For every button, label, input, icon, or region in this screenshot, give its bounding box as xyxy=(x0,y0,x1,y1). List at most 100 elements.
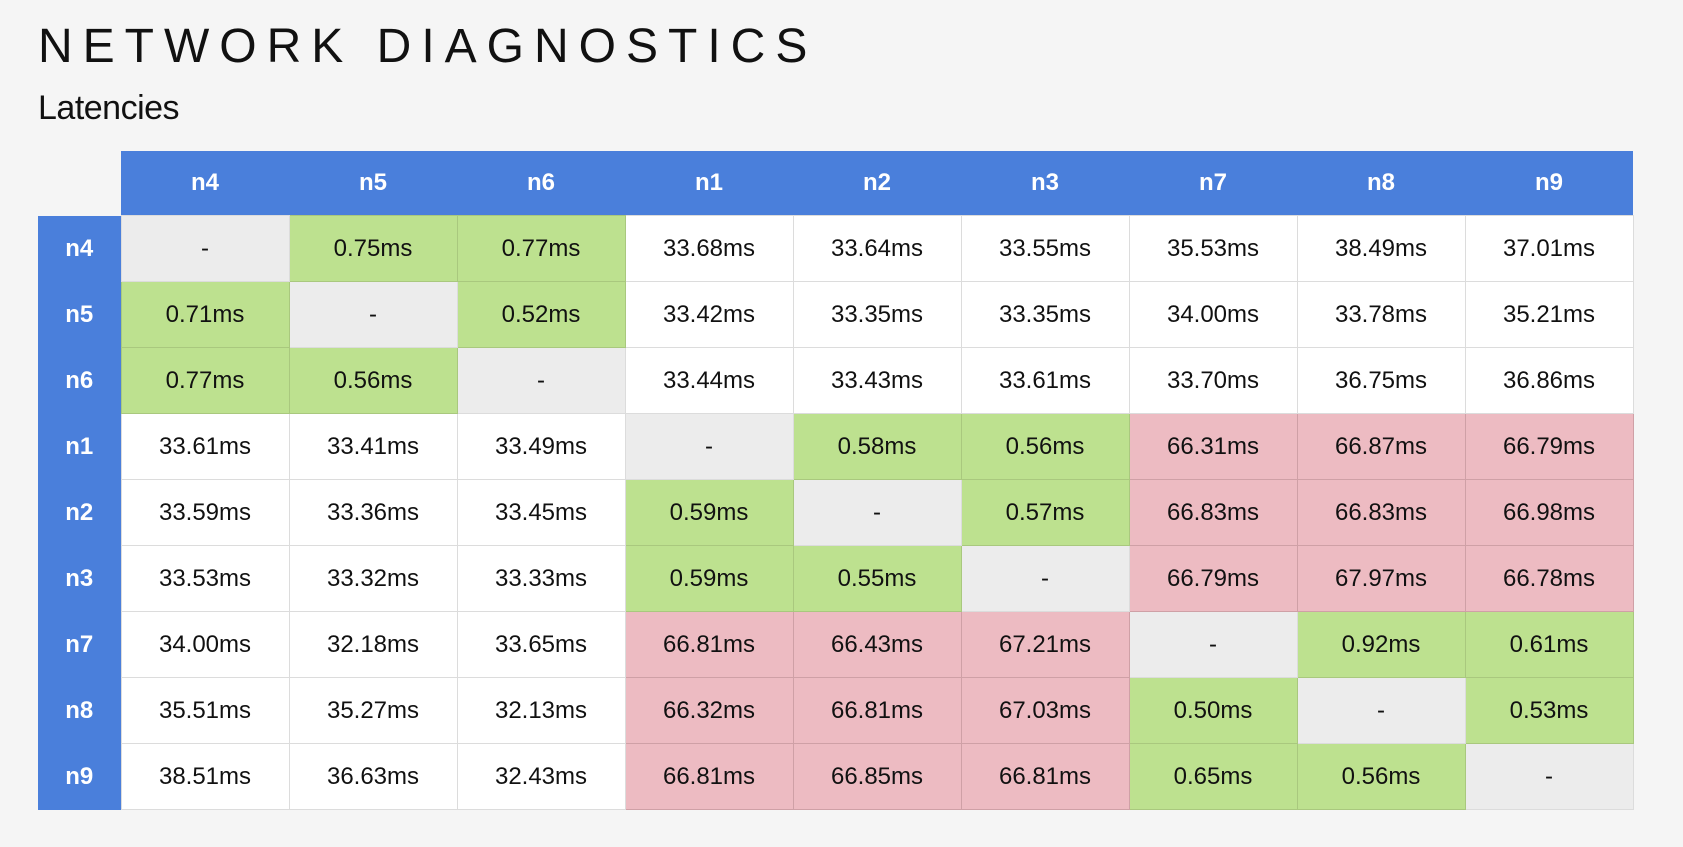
column-header-n5: n5 xyxy=(289,151,457,216)
row-header-n1: n1 xyxy=(38,413,121,480)
latency-cell: 33.35ms xyxy=(960,281,1130,348)
row-header-n6: n6 xyxy=(38,347,121,414)
table-row: n8 35.51ms 35.27ms 32.13ms 66.32ms 66.81ms 67.… xyxy=(38,677,1634,744)
latency-cell: 66.81ms xyxy=(792,677,962,744)
latency-cell: 0.56ms xyxy=(1296,743,1466,810)
latency-cell: 0.50ms xyxy=(1128,677,1298,744)
corner-cell xyxy=(38,151,121,216)
latency-cell: 36.75ms xyxy=(1296,347,1466,414)
latency-cell: 66.81ms xyxy=(960,743,1130,810)
column-header-n4: n4 xyxy=(121,151,289,216)
table-row: n3 33.53ms 33.32ms 33.33ms 0.59ms 0.55ms -66.7… xyxy=(38,545,1634,612)
latency-cell: 33.55ms xyxy=(960,215,1130,282)
latency-cell: 67.21ms xyxy=(960,611,1130,678)
latency-cell: 33.70ms xyxy=(1128,347,1298,414)
latency-cell: 0.53ms xyxy=(1464,677,1634,744)
latency-cell: 0.55ms xyxy=(792,545,962,612)
section-title: Latencies xyxy=(38,89,180,127)
latency-cell: 0.56ms xyxy=(288,347,458,414)
latency-cell: 38.51ms xyxy=(120,743,290,810)
column-header-n8: n8 xyxy=(1297,151,1465,216)
column-header-n9: n9 xyxy=(1465,151,1633,216)
latency-cell: 0.65ms xyxy=(1128,743,1298,810)
latency-cell: 0.59ms xyxy=(624,479,794,546)
latency-cell: 0.77ms xyxy=(456,215,626,282)
latency-cell: 33.59ms xyxy=(120,479,290,546)
latency-cell: 0.71ms xyxy=(120,281,290,348)
latency-cell: 66.83ms xyxy=(1296,479,1466,546)
latency-cell: - xyxy=(960,545,1130,612)
latency-cell: 0.92ms xyxy=(1296,611,1466,678)
latency-cell: 66.81ms xyxy=(624,743,794,810)
latency-cell: 35.21ms xyxy=(1464,281,1634,348)
latency-cell: 66.31ms xyxy=(1128,413,1298,480)
latency-cell: 66.81ms xyxy=(624,611,794,678)
row-header-n3: n3 xyxy=(38,545,121,612)
latency-cell: 67.97ms xyxy=(1296,545,1466,612)
latency-cell: 66.78ms xyxy=(1464,545,1634,612)
latency-cell: 33.32ms xyxy=(288,545,458,612)
latency-cell: 67.03ms xyxy=(960,677,1130,744)
page-title: NETWORK DIAGNOSTICS xyxy=(38,20,818,73)
latency-cell: 32.13ms xyxy=(456,677,626,744)
latency-cell: - xyxy=(120,215,290,282)
latency-cell: 33.33ms xyxy=(456,545,626,612)
latency-cell: - xyxy=(288,281,458,348)
table-row: n7 34.00ms 32.18ms 33.65ms 66.81ms 66.43ms 67.… xyxy=(38,611,1634,678)
latency-cell: 32.18ms xyxy=(288,611,458,678)
table-row: n1 33.61ms 33.41ms 33.49ms -0.58ms 0.56ms 66.3… xyxy=(38,413,1634,480)
latency-cell: 34.00ms xyxy=(120,611,290,678)
latency-cell: 66.79ms xyxy=(1464,413,1634,480)
row-header-n2: n2 xyxy=(38,479,121,546)
latency-cell: 32.43ms xyxy=(456,743,626,810)
latency-matrix: n4 n5 n6 n1 n2 n3 n7 n8 n9 n4-0.75ms 0.77ms 33.68m… xyxy=(38,151,1634,810)
latency-cell: 33.65ms xyxy=(456,611,626,678)
latency-cell: 33.68ms xyxy=(624,215,794,282)
column-header-n7: n7 xyxy=(1129,151,1297,216)
latency-cell: 0.56ms xyxy=(960,413,1130,480)
latency-cell: 35.53ms xyxy=(1128,215,1298,282)
latency-cell: - xyxy=(1464,743,1634,810)
row-header-n7: n7 xyxy=(38,611,121,678)
latency-cell: 0.61ms xyxy=(1464,611,1634,678)
latency-cell: - xyxy=(456,347,626,414)
latency-cell: 38.49ms xyxy=(1296,215,1466,282)
latency-cell: 33.78ms xyxy=(1296,281,1466,348)
latency-cell: - xyxy=(1128,611,1298,678)
row-header-n8: n8 xyxy=(38,677,121,744)
column-header-n1: n1 xyxy=(625,151,793,216)
latency-cell: 66.32ms xyxy=(624,677,794,744)
column-header-n2: n2 xyxy=(793,151,961,216)
latency-cell: - xyxy=(624,413,794,480)
latency-cell: 33.36ms xyxy=(288,479,458,546)
latency-cell: 33.35ms xyxy=(792,281,962,348)
latency-cell: 34.00ms xyxy=(1128,281,1298,348)
latency-cell: 33.43ms xyxy=(792,347,962,414)
latency-cell: 0.75ms xyxy=(288,215,458,282)
latency-cell: 66.83ms xyxy=(1128,479,1298,546)
table-row: n5 0.71ms -0.52ms 33.42ms 33.35ms 33.35ms 34.0… xyxy=(38,281,1634,348)
latency-cell: 0.52ms xyxy=(456,281,626,348)
latency-cell: 0.77ms xyxy=(120,347,290,414)
table-row: n9 38.51ms 36.63ms 32.43ms 66.81ms 66.85ms 66.… xyxy=(38,743,1634,810)
latency-cell: 35.51ms xyxy=(120,677,290,744)
latency-cell: 0.58ms xyxy=(792,413,962,480)
latency-cell: 33.42ms xyxy=(624,281,794,348)
table-row: n2 33.59ms 33.36ms 33.45ms 0.59ms -0.57ms 66.8… xyxy=(38,479,1634,546)
latency-cell: 33.61ms xyxy=(120,413,290,480)
latency-cell: 33.45ms xyxy=(456,479,626,546)
latency-cell: 37.01ms xyxy=(1464,215,1634,282)
latency-cell: 66.87ms xyxy=(1296,413,1466,480)
latency-cell: - xyxy=(792,479,962,546)
latency-cell: 66.98ms xyxy=(1464,479,1634,546)
latency-cell: 0.59ms xyxy=(624,545,794,612)
column-header-n3: n3 xyxy=(961,151,1129,216)
latency-cell: 0.57ms xyxy=(960,479,1130,546)
latency-cell: 33.64ms xyxy=(792,215,962,282)
latency-cell: - xyxy=(1296,677,1466,744)
latency-cell: 36.63ms xyxy=(288,743,458,810)
latency-cell: 66.79ms xyxy=(1128,545,1298,612)
latency-cell: 35.27ms xyxy=(288,677,458,744)
latency-cell: 33.41ms xyxy=(288,413,458,480)
header-row: n4 n5 n6 n1 n2 n3 n7 n8 n9 xyxy=(38,151,1633,216)
